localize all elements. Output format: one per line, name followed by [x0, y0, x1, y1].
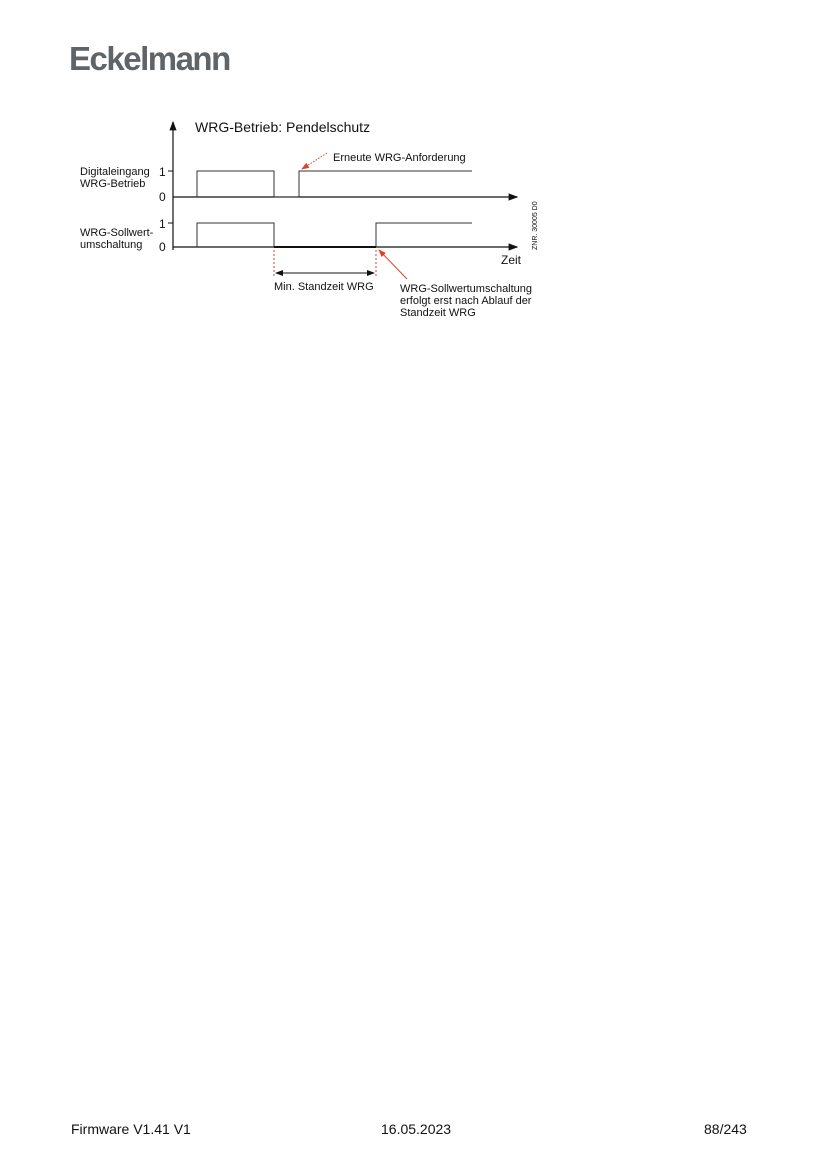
annotation-switch-line3: Standzeit WRG	[400, 307, 476, 319]
annotation-switch-line2: erfolgt erst nach Ablauf der	[400, 295, 532, 307]
annotation-switch-line1: WRG-Sollwertumschaltung	[400, 283, 532, 295]
annotation-request: Erneute WRG-Anforderung	[333, 152, 466, 164]
signal1-label-line1: Digitaleingang	[80, 166, 150, 178]
footer-page-number: 88/243	[704, 1121, 747, 1137]
switch-pointer	[378, 249, 408, 280]
footer-version: Firmware V1.41 V1	[71, 1121, 191, 1137]
level-low-1: 0	[159, 190, 166, 204]
signal2-label-line1: WRG-Sollwert-	[80, 227, 154, 239]
signal1-waveform	[196, 170, 472, 198]
request-pointer	[301, 152, 328, 170]
signal1-label-line2: WRG-Betrieb	[80, 178, 145, 190]
signal2-waveform	[196, 222, 472, 248]
eckelmann-logo: Eckelmann	[69, 40, 231, 77]
footer-date: 16.05.2023	[381, 1121, 452, 1137]
time-axis-label: Zeit	[501, 253, 522, 267]
level-high-2: 1	[159, 217, 166, 231]
diagram-title: WRG-Betrieb: Pendelschutz	[195, 119, 370, 135]
drawing-number: ZNR. 30005 D0	[532, 201, 539, 250]
annotation-min-time: Min. Standzeit WRG	[274, 281, 374, 293]
level-low-2: 0	[159, 240, 166, 254]
signal2-label-line2: umschaltung	[80, 239, 142, 251]
level-high-1: 1	[159, 165, 166, 179]
